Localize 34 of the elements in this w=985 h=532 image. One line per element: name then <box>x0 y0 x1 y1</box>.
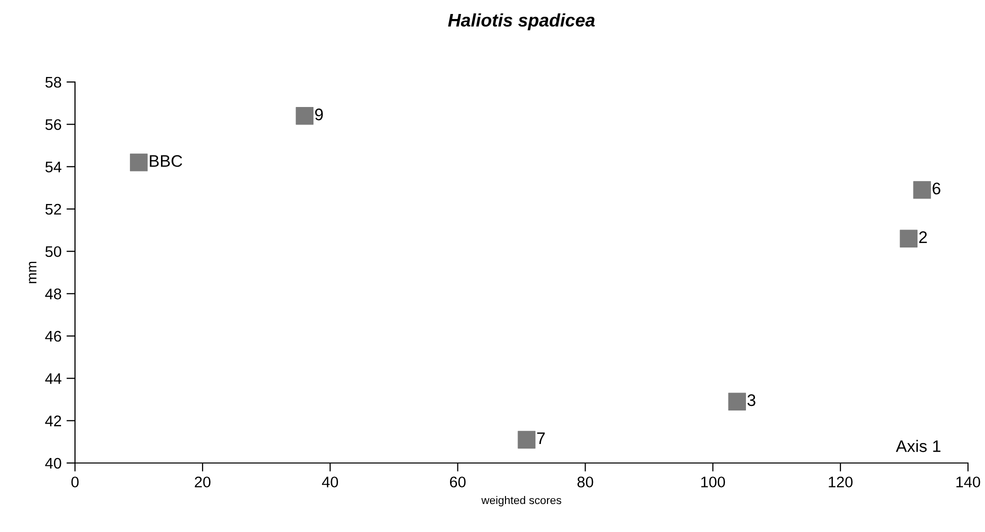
point <box>130 154 148 172</box>
x-tick-label: 60 <box>450 476 466 488</box>
annotation: 2 <box>919 231 927 243</box>
x-tick-label: 20 <box>194 476 210 488</box>
annotation: 9 <box>315 108 323 120</box>
y-tick-label: 50 <box>45 246 62 258</box>
y-tick-label: 58 <box>45 76 62 88</box>
point <box>728 392 746 410</box>
annotation: 6 <box>932 182 940 194</box>
x-tick-label: 40 <box>322 476 338 488</box>
y-tick-label: 52 <box>45 204 62 215</box>
y-axis-title: mm <box>28 262 36 284</box>
point <box>518 430 536 449</box>
annotation: 7 <box>537 432 545 444</box>
annotation: Axis 1 <box>896 440 940 452</box>
x-tick-label: 100 <box>701 476 726 488</box>
y-tick-label: 54 <box>45 162 62 172</box>
y-tick-label: 46 <box>45 330 62 342</box>
y-tick-label: 56 <box>45 119 62 130</box>
y-tick-label: 40 <box>45 458 62 469</box>
x-tick-label: 80 <box>577 476 594 488</box>
y-tick-label: 44 <box>45 373 62 384</box>
point <box>900 230 918 248</box>
x-tick-label: 0 <box>71 476 79 488</box>
x-axis-title: weighted scores <box>481 496 562 506</box>
y-tick-label: 48 <box>45 288 62 300</box>
annotation: 3 <box>747 394 756 406</box>
point <box>296 107 314 125</box>
x-tick-label: 120 <box>828 476 853 488</box>
annotation: BBC <box>150 155 182 167</box>
chart-title: Haliotis spadicea <box>448 13 595 30</box>
x-tick-label: 140 <box>956 476 980 488</box>
point <box>913 181 931 199</box>
y-tick-label: 42 <box>45 416 62 426</box>
